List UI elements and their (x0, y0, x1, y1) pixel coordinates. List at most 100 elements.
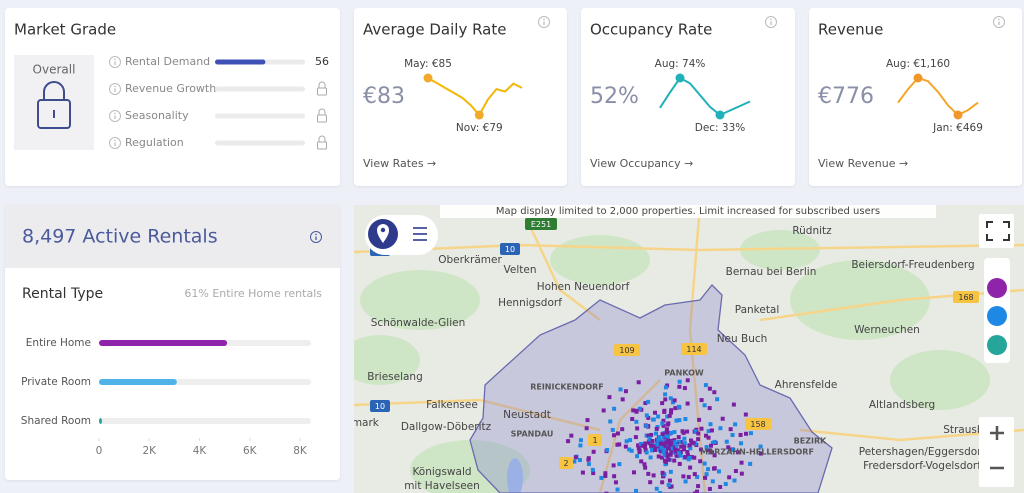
listing-dot[interactable] (651, 473, 656, 478)
listing-dot[interactable] (642, 462, 647, 467)
listing-dot[interactable] (634, 408, 639, 413)
listing-dot[interactable] (662, 447, 667, 452)
listing-dot[interactable] (591, 471, 596, 476)
listing-dot[interactable] (585, 418, 590, 423)
listing-dot[interactable] (695, 474, 700, 479)
listing-dot[interactable] (707, 386, 712, 391)
layer-button[interactable] (987, 335, 1007, 355)
listing-dot[interactable] (663, 392, 668, 397)
listing-dot[interactable] (731, 447, 736, 452)
listing-dot[interactable] (710, 479, 715, 484)
listing-dot[interactable] (748, 461, 753, 466)
listing-dot[interactable] (644, 413, 649, 418)
listing-dot[interactable] (646, 415, 651, 420)
listing-dot[interactable] (586, 462, 591, 467)
listing-dot[interactable] (712, 390, 717, 395)
listing-dot[interactable] (743, 412, 748, 417)
listing-dot[interactable] (603, 471, 608, 476)
listing-dot[interactable] (584, 426, 589, 431)
listing-dot[interactable] (572, 459, 577, 464)
listing-dot[interactable] (698, 459, 703, 464)
listing-dot[interactable] (647, 441, 652, 446)
listing-dot[interactable] (676, 439, 681, 444)
listing-dot[interactable] (672, 438, 677, 443)
listing-dot[interactable] (667, 478, 672, 483)
listing-dot[interactable] (735, 450, 740, 455)
listing-dot[interactable] (623, 389, 628, 394)
listing-dot[interactable] (631, 408, 636, 413)
listing-dot[interactable] (727, 475, 732, 480)
info-icon[interactable] (310, 231, 322, 243)
listing-dot[interactable] (641, 443, 646, 448)
listing-dot[interactable] (635, 426, 640, 431)
listing-dot[interactable] (730, 432, 735, 437)
listing-dot[interactable] (667, 442, 672, 447)
listing-dot[interactable] (669, 484, 674, 489)
listing-dot[interactable] (716, 469, 721, 474)
info-icon[interactable] (109, 56, 121, 68)
listing-dot[interactable] (627, 447, 632, 452)
listing-dot[interactable] (709, 443, 714, 448)
listing-dot[interactable] (733, 422, 738, 427)
listing-dot[interactable] (674, 443, 679, 448)
listing-dot[interactable] (659, 445, 664, 450)
listing-dot[interactable] (739, 441, 744, 446)
listing-dot[interactable] (580, 470, 585, 475)
listing-dot[interactable] (657, 438, 662, 443)
listing-dot[interactable] (689, 455, 694, 460)
listing-dot[interactable] (653, 447, 658, 452)
listing-dot[interactable] (631, 470, 636, 475)
listing-dot[interactable] (615, 431, 620, 436)
listing-dot[interactable] (654, 426, 659, 431)
info-icon[interactable] (538, 16, 550, 28)
listing-dot[interactable] (728, 447, 733, 452)
listing-dot[interactable] (733, 469, 738, 474)
listing-dot[interactable] (633, 435, 638, 440)
listing-dot[interactable] (682, 441, 687, 446)
listing-dot[interactable] (660, 421, 665, 426)
listing-dot[interactable] (748, 431, 753, 436)
listing-dot[interactable] (650, 439, 655, 444)
listing-dot[interactable] (739, 471, 744, 476)
listing-dot[interactable] (634, 488, 639, 493)
listing-dot[interactable] (696, 431, 701, 436)
listing-dot[interactable] (674, 418, 679, 423)
listing-dot[interactable] (634, 419, 639, 424)
listing-dot[interactable] (683, 417, 688, 422)
listing-dot[interactable] (603, 474, 608, 479)
listing-dot[interactable] (728, 427, 733, 432)
listing-dot[interactable] (692, 455, 697, 460)
listing-dot[interactable] (726, 445, 731, 450)
listing-dot[interactable] (660, 480, 665, 485)
listing-dot[interactable] (692, 472, 697, 477)
listing-dot[interactable] (678, 453, 683, 458)
listing-dot[interactable] (672, 440, 677, 445)
listing-dot[interactable] (624, 439, 629, 444)
listing-dot[interactable] (658, 441, 663, 446)
listing-dot[interactable] (692, 491, 697, 493)
listing-dot[interactable] (649, 432, 654, 437)
listing-dot[interactable] (704, 445, 709, 450)
listing-dot[interactable] (724, 439, 729, 444)
listing-dot[interactable] (669, 448, 674, 453)
listing-dot[interactable] (677, 418, 682, 423)
listing-dot[interactable] (659, 455, 664, 460)
listing-dot[interactable] (661, 423, 666, 428)
listing-dot[interactable] (636, 380, 641, 385)
listing-dot[interactable] (683, 479, 688, 484)
listing-dot[interactable] (578, 438, 583, 443)
listing-dot[interactable] (662, 408, 667, 413)
listing-dot[interactable] (693, 429, 698, 434)
listing-dot[interactable] (744, 431, 749, 436)
listing-dot[interactable] (662, 434, 667, 439)
listing-dot[interactable] (666, 446, 671, 451)
listing-dot[interactable] (620, 397, 625, 402)
listing-dot[interactable] (651, 417, 656, 422)
listing-dot[interactable] (696, 484, 701, 489)
listing-dot[interactable] (630, 417, 635, 422)
listing-dot[interactable] (646, 433, 651, 438)
listing-dot[interactable] (657, 435, 662, 440)
listing-dot[interactable] (668, 469, 673, 474)
listing-dot[interactable] (698, 447, 703, 452)
listing-dot[interactable] (691, 440, 696, 445)
